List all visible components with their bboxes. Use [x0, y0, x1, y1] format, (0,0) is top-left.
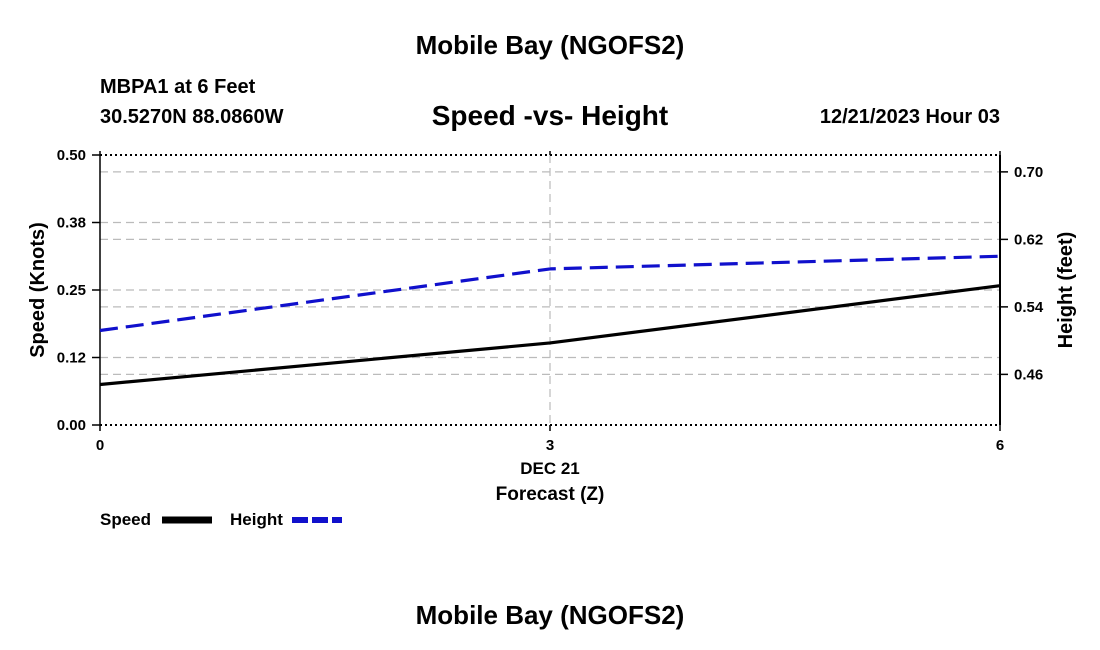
x-tick-label: 6	[996, 437, 1004, 454]
station-coordinates: 30.5270N 88.0860W	[100, 106, 284, 128]
bottom-title: Mobile Bay (NGOFS2)	[415, 600, 685, 630]
chart-subtitle: Speed -vs- Height	[431, 100, 669, 131]
y2-axis-title: Height (feet)	[1055, 232, 1077, 349]
y-tick-label: 0.12	[57, 350, 86, 367]
station-label: MBPA1 at 6 Feet	[100, 76, 256, 98]
main-title: Mobile Bay (NGOFS2)	[415, 30, 685, 60]
x-tick-label: 3	[546, 437, 554, 454]
forecast-datetime: 12/21/2023 Hour 03	[819, 106, 1000, 128]
y-tick-label: 0.38	[57, 215, 86, 232]
legend-label-height: Height	[230, 510, 283, 529]
y2-tick-label: 0.62	[1014, 231, 1043, 248]
x-axis-title: Forecast (Z)	[496, 484, 605, 505]
series-line-height	[99, 254, 1001, 333]
x-axis-date: DEC 21	[520, 459, 580, 478]
y-tick-label: 0.00	[57, 417, 86, 434]
y2-tick-label: 0.46	[1014, 366, 1043, 383]
y-axis-title: Speed (Knots)	[27, 222, 49, 358]
legend-label-speed: Speed	[100, 510, 151, 529]
y-tick-label: 0.50	[57, 147, 86, 164]
y2-tick-label: 0.54	[1014, 299, 1044, 316]
series-line-speed	[99, 284, 1001, 387]
x-tick-label: 0	[96, 437, 104, 454]
y-tick-label: 0.25	[57, 282, 86, 299]
y2-tick-label: 0.70	[1014, 164, 1043, 181]
